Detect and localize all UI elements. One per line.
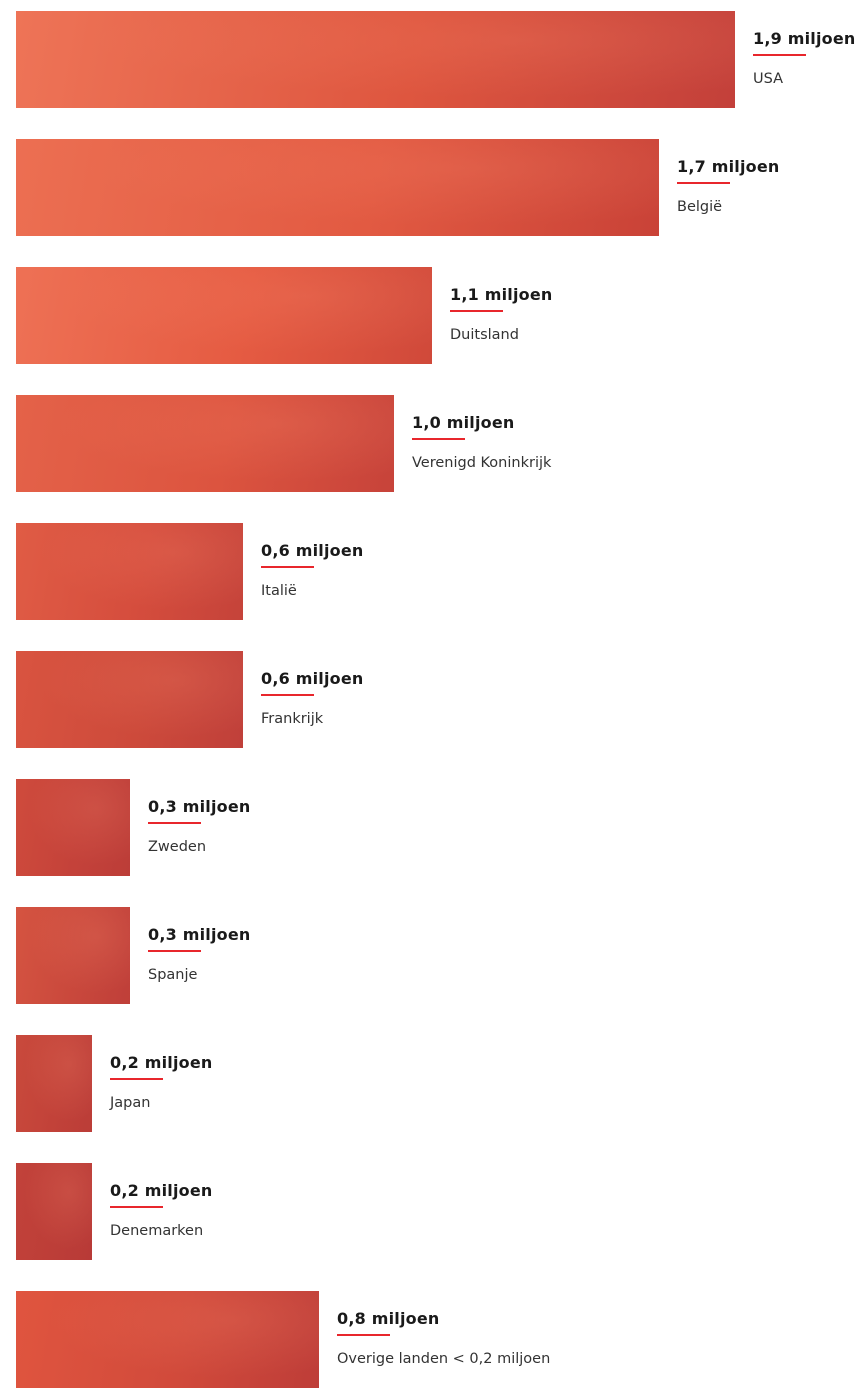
value-underline xyxy=(450,310,503,312)
bar-row: 0,2 miljoen Denemarken xyxy=(0,1163,865,1260)
bar-value-label: 0,2 miljoen xyxy=(110,1053,213,1072)
category-label: Verenigd Koninkrijk xyxy=(412,455,552,471)
category-label: Denemarken xyxy=(110,1223,204,1239)
category-label: Frankrijk xyxy=(261,711,324,727)
bar-row: 1,1 miljoen Duitsland xyxy=(0,267,865,364)
category-label: Spanje xyxy=(148,967,198,983)
bar xyxy=(16,907,130,1004)
category-label: België xyxy=(677,199,723,215)
bar xyxy=(16,1035,92,1132)
bar-row: 0,3 miljoen Spanje xyxy=(0,907,865,1004)
value-underline xyxy=(148,822,201,824)
bar xyxy=(16,139,659,236)
bar-label: 0,3 miljoen Spanje xyxy=(148,925,250,983)
bar-row: 1,9 miljoen USA xyxy=(0,11,865,108)
bar-value-label: 1,9 miljoen xyxy=(753,29,856,48)
category-label: Italië xyxy=(261,583,297,599)
value-underline xyxy=(677,182,730,184)
bar-value-label: 0,3 miljoen xyxy=(148,797,251,816)
bar-value-label: 1,1 miljoen xyxy=(450,285,553,304)
bar-value-label: 0,8 miljoen xyxy=(337,1309,440,1328)
bar-label: 1,9 miljoen USA xyxy=(753,29,855,87)
bar-label: 0,3 miljoen Zweden xyxy=(148,797,250,855)
bar-row: 1,7 miljoen België xyxy=(0,139,865,236)
value-underline xyxy=(753,54,806,56)
bar xyxy=(16,779,130,876)
category-label: Overige landen < 0,2 miljoen xyxy=(337,1351,551,1367)
bar xyxy=(16,267,432,364)
value-underline xyxy=(110,1078,163,1080)
category-label: Japan xyxy=(110,1095,151,1111)
bar-label: 1,0 miljoen Verenigd Koninkrijk xyxy=(412,413,551,471)
bar-label: 0,6 miljoen Italië xyxy=(261,541,363,599)
bar-value-label: 0,6 miljoen xyxy=(261,669,364,688)
bar xyxy=(16,1291,319,1388)
bar-row: 1,0 miljoen Verenigd Koninkrijk xyxy=(0,395,865,492)
bar-value-label: 0,6 miljoen xyxy=(261,541,364,560)
bar xyxy=(16,1163,92,1260)
bar-row: 0,6 miljoen Italië xyxy=(0,523,865,620)
value-underline xyxy=(148,950,201,952)
value-underline xyxy=(261,566,314,568)
category-label: USA xyxy=(753,71,784,87)
value-underline xyxy=(110,1206,163,1208)
bar-value-label: 0,2 miljoen xyxy=(110,1181,213,1200)
bar-label: 0,2 miljoen Japan xyxy=(110,1053,212,1111)
bar-label: 1,1 miljoen Duitsland xyxy=(450,285,552,343)
bar xyxy=(16,11,735,108)
bar-row: 0,3 miljoen Zweden xyxy=(0,779,865,876)
bar-value-label: 1,7 miljoen xyxy=(677,157,780,176)
value-underline xyxy=(337,1334,390,1336)
bar-label: 0,6 miljoen Frankrijk xyxy=(261,669,363,727)
bar-row: 0,6 miljoen Frankrijk xyxy=(0,651,865,748)
bar-value-label: 1,0 miljoen xyxy=(412,413,515,432)
bar-label: 0,8 miljoen Overige landen < 0,2 miljoen xyxy=(337,1309,550,1367)
bar xyxy=(16,523,243,620)
bar xyxy=(16,395,394,492)
bar-value-label: 0,3 miljoen xyxy=(148,925,251,944)
category-label: Zweden xyxy=(148,839,207,855)
bar xyxy=(16,651,243,748)
bar-row: 0,2 miljoen Japan xyxy=(0,1035,865,1132)
category-label: Duitsland xyxy=(450,327,519,343)
value-underline xyxy=(412,438,465,440)
bar-row: 0,8 miljoen Overige landen < 0,2 miljoen xyxy=(0,1291,865,1388)
bar-label: 0,2 miljoen Denemarken xyxy=(110,1181,212,1239)
value-underline xyxy=(261,694,314,696)
bar-label: 1,7 miljoen België xyxy=(677,157,779,215)
